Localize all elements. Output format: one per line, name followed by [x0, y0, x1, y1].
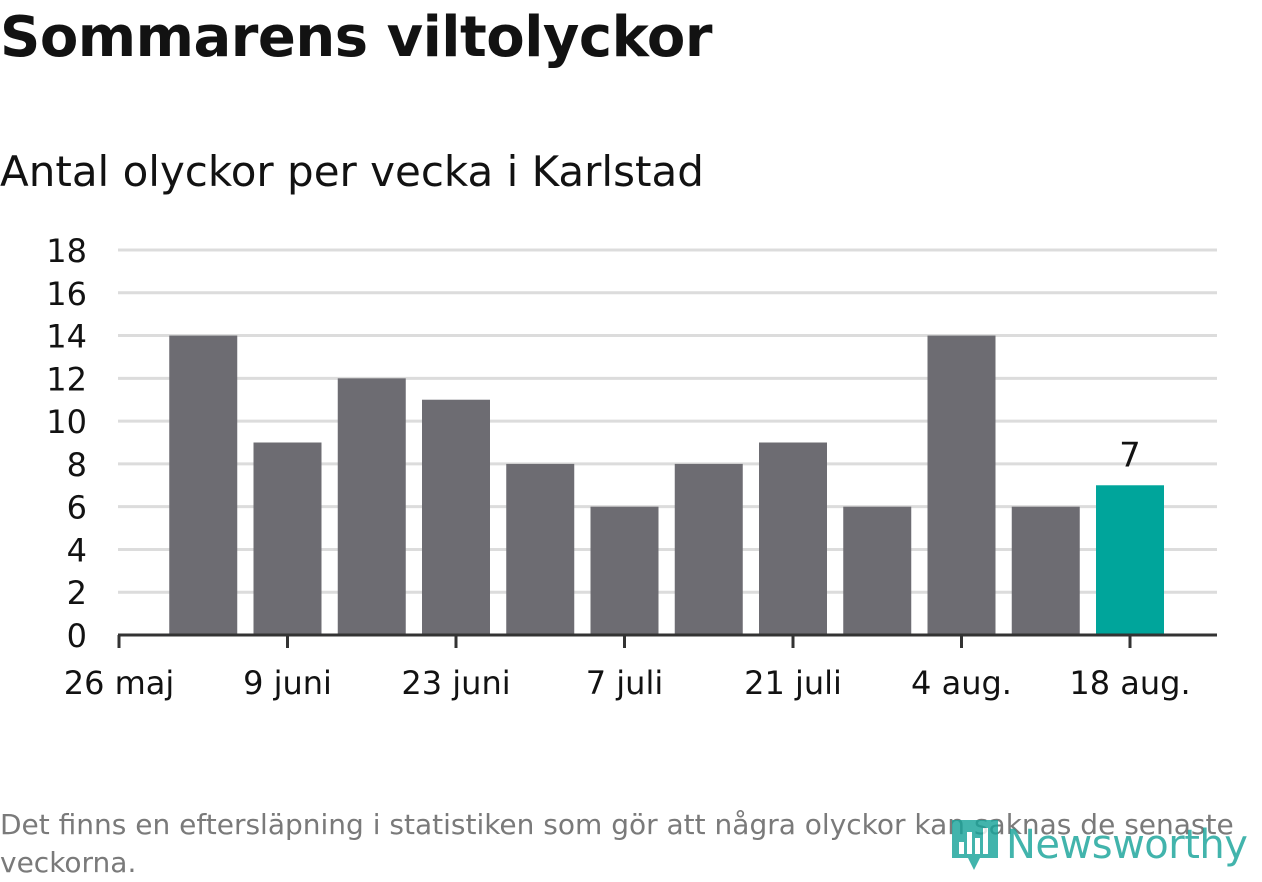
- x-tick-label: 9 juni: [243, 664, 332, 702]
- y-axis-tick-labels: 0 2 4 6 8 10 12 14 16 18: [46, 232, 87, 655]
- bar: [422, 399, 490, 635]
- y-tick-label: 4: [67, 531, 87, 569]
- bar: [253, 442, 322, 635]
- x-tick-label: 23 juni: [401, 664, 510, 702]
- x-tick-label: 26 maj: [64, 664, 175, 702]
- bar: [337, 378, 406, 635]
- chart-subtitle: Antal olyckor per vecka i Karlstad: [0, 147, 704, 196]
- y-tick-label: 18: [46, 232, 87, 270]
- y-tick-label: 16: [46, 275, 87, 313]
- chart-title: Sommarens viltolyckor: [0, 5, 712, 70]
- bar: [843, 506, 912, 635]
- bar: [590, 506, 659, 635]
- y-tick-label: 0: [67, 617, 87, 655]
- y-tick-label: 14: [46, 318, 87, 356]
- y-tick-label: 12: [46, 360, 87, 398]
- data-label: 7: [1119, 435, 1141, 475]
- footnote: Det finns en eftersläpning i statistiken…: [0, 808, 1234, 879]
- newsworthy-logo: Newsworthy: [950, 814, 1248, 876]
- y-tick-label: 8: [67, 446, 87, 484]
- x-tick-label: 7 juli: [586, 664, 663, 702]
- gridlines: [118, 248, 1217, 594]
- bars: [169, 335, 1164, 635]
- x-tick-label: 4 aug.: [911, 664, 1012, 702]
- data-labels: 7: [1119, 435, 1141, 475]
- bar: [759, 442, 827, 635]
- bar: [169, 335, 238, 635]
- x-axis: 26 maj 9 juni 23 juni 7 juli 21 juli 4 aug. 18…: [64, 633, 1217, 702]
- x-tick-label: 18 aug.: [1069, 664, 1190, 702]
- y-tick-label: 10: [46, 403, 87, 441]
- bar: [506, 463, 575, 635]
- newsworthy-logo-icon: [952, 820, 998, 870]
- logo-text: Newsworthy: [1006, 822, 1248, 868]
- bar: [674, 463, 743, 635]
- bar: [1011, 506, 1080, 635]
- bar: [927, 335, 996, 635]
- x-tick-label: 21 juli: [744, 664, 842, 702]
- y-tick-label: 2: [67, 574, 87, 612]
- bar-highlight: [1096, 485, 1164, 635]
- y-tick-label: 6: [67, 489, 87, 527]
